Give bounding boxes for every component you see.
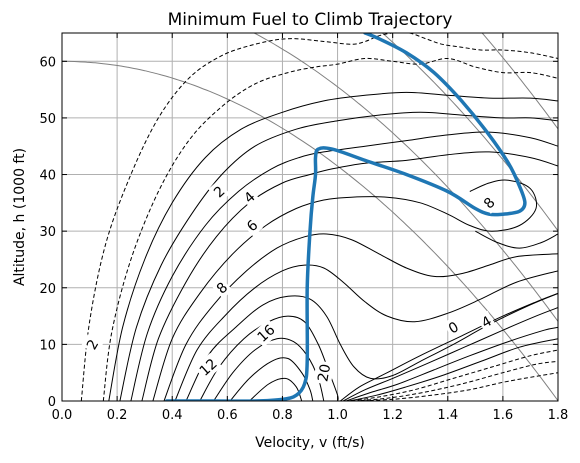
contour-label: 2 [81, 334, 104, 355]
contour-label: 6 [241, 214, 263, 237]
contour-line [229, 357, 314, 401]
contour-line [249, 377, 303, 401]
x-tick-label: 1.2 [382, 408, 403, 423]
x-tick-label: 0.8 [272, 408, 293, 423]
contour-label-bg [251, 319, 281, 348]
y-axis-label: Altitude, h (1000 ft) [12, 148, 28, 286]
y-tick-label: 10 [39, 338, 56, 353]
contour-line [351, 349, 558, 401]
x-tick-label: 1.6 [493, 408, 514, 423]
contour-label-bg [478, 191, 501, 214]
plot-frame [61, 32, 559, 402]
energy-curve [62, 60, 558, 401]
contour-label-bg [476, 310, 497, 333]
contour-line [141, 151, 558, 401]
x-tick-label: 0.0 [52, 408, 73, 423]
contour-label: 4 [238, 186, 261, 209]
x-tick-label: 0.6 [217, 408, 238, 423]
x-tick-label: 1.8 [548, 408, 569, 423]
x-tick-label: 1.0 [327, 408, 348, 423]
contour-label-bg [193, 352, 223, 382]
contour-label: 0 [443, 316, 464, 339]
energy-lines [62, 33, 558, 401]
x-tick-label: 1.4 [437, 408, 458, 423]
contour-label-bg [208, 180, 230, 203]
y-tick-label: 50 [39, 112, 56, 127]
contour-line [342, 307, 558, 401]
energy-curve [381, 33, 558, 232]
contour-line [108, 91, 558, 401]
contour-label-bg [241, 214, 263, 237]
trajectory-line [164, 33, 527, 401]
contour-line [174, 264, 558, 401]
contour-line [152, 179, 538, 401]
y-tick-label: 40 [39, 169, 56, 184]
y-tick-label: 20 [39, 282, 56, 297]
x-tick-label: 0.2 [107, 408, 128, 423]
contour-label-bg [238, 186, 261, 209]
contour-label-text: 20 [315, 363, 334, 383]
contour-label: 2 [208, 180, 230, 203]
contour-label-bg [210, 276, 233, 299]
contour-label: 20 [313, 360, 335, 386]
trajectory [164, 33, 527, 401]
contour-line [119, 111, 558, 401]
contour-line [199, 315, 339, 401]
x-tick-label: 0.4 [162, 408, 183, 423]
contour-line [185, 292, 558, 401]
contour-label-bg [81, 334, 104, 355]
chart-title: Minimum Fuel to Climb Trajectory [168, 10, 453, 30]
y-tick-label: 30 [39, 225, 56, 240]
contour-line [354, 360, 558, 401]
contour-line [348, 338, 558, 401]
contour-line [345, 326, 558, 401]
contour-line [339, 292, 558, 401]
ticks: 0.0 0.2 0.4 0.6 0.8 1.0 1.2 1.4 1.6 1.80102030405… [39, 33, 568, 423]
contour-label: 4 [476, 310, 497, 333]
contour-line [102, 57, 558, 401]
x-axis-label: Velocity, v (ft/s) [255, 435, 365, 451]
contour-label: 8 [478, 191, 501, 214]
contour-line [80, 33, 558, 401]
contour-label: 8 [210, 276, 233, 299]
contour-line [475, 230, 558, 249]
y-tick-label: 60 [39, 55, 56, 70]
energy-curve [253, 33, 558, 322]
y-tick-label: 0 [48, 395, 56, 410]
contour-label-bg [313, 360, 335, 386]
contour-label-bg [443, 316, 464, 339]
contour-line [356, 372, 558, 401]
